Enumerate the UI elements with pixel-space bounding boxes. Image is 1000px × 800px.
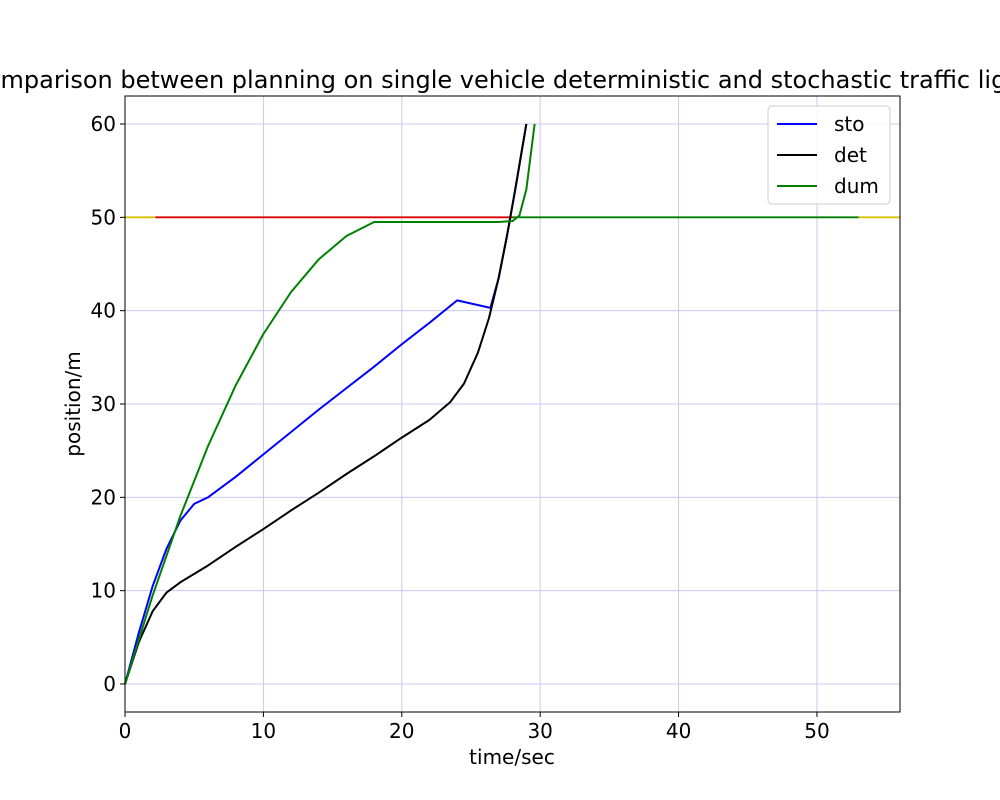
grid xyxy=(124,96,900,712)
legend-label-dum: dum xyxy=(834,174,879,198)
x-tick-label: 10 xyxy=(251,719,276,743)
legend-box xyxy=(767,105,891,205)
legend-label-sto: sto xyxy=(834,112,865,136)
legend-label-det: det xyxy=(834,143,867,167)
y-axis-title: position/m xyxy=(61,351,85,456)
x-tick-label: 0 xyxy=(119,719,132,743)
y-tick-label: 20 xyxy=(91,485,116,509)
legend: sto det dum xyxy=(767,105,891,205)
x-tick-label: 20 xyxy=(389,719,414,743)
y-tick-label: 40 xyxy=(91,299,116,323)
series-line-dum xyxy=(124,123,536,685)
y-tick-label: 10 xyxy=(91,579,116,603)
y-axis-ticks: 0 10 20 30 40 50 60 xyxy=(91,112,125,696)
series-line-det xyxy=(124,123,528,685)
x-axis-title: time/sec xyxy=(469,745,555,769)
y-tick-label: 0 xyxy=(103,672,116,696)
series-lines xyxy=(124,123,536,685)
y-tick-label: 60 xyxy=(91,112,116,136)
legend-items: sto det dum xyxy=(777,112,879,198)
x-tick-label: 40 xyxy=(666,719,691,743)
chart-title: Comparison between planning on single ve… xyxy=(0,66,1000,94)
y-tick-label: 30 xyxy=(91,392,116,416)
y-tick-label: 50 xyxy=(91,205,116,229)
x-axis-ticks: 0 10 20 30 40 50 xyxy=(119,712,830,743)
x-tick-label: 30 xyxy=(527,719,552,743)
x-tick-label: 50 xyxy=(804,719,829,743)
